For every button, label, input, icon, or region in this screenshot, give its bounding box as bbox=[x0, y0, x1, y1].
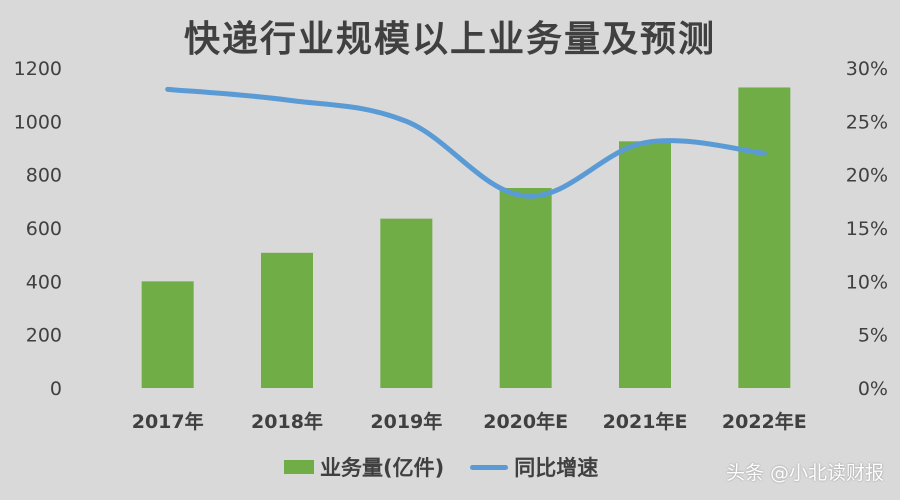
line-layer bbox=[165, 86, 767, 199]
legend-swatch-line bbox=[470, 464, 509, 470]
legend-item-bar: 业务量(亿件) bbox=[284, 452, 444, 482]
left-tick-2: 400 bbox=[26, 271, 62, 293]
bars-layer bbox=[141, 87, 791, 388]
bar-2 bbox=[380, 218, 433, 388]
x-tick-0: 2017年 bbox=[132, 410, 204, 433]
x-tick-5: 2022年E bbox=[722, 410, 807, 433]
left-tick-5: 1000 bbox=[14, 111, 62, 133]
right-tick-4: 20% bbox=[846, 165, 888, 187]
legend-label-bar: 业务量(亿件) bbox=[320, 456, 445, 480]
bar-5 bbox=[738, 87, 791, 388]
left-tick-4: 800 bbox=[26, 165, 62, 187]
left-tick-6: 1200 bbox=[14, 58, 62, 80]
x-axis-ticks: 2017年 2018年 2019年 2020年E 2021年E 2022年E bbox=[132, 410, 807, 433]
watermark: 头条 @小北读财报 bbox=[725, 462, 884, 484]
bar-4 bbox=[619, 141, 671, 388]
left-axis-ticks: 0 200 400 600 800 1000 1200 bbox=[14, 58, 62, 400]
right-axis-ticks: 0% 5% 10% 15% 20% 25% 30% bbox=[846, 58, 888, 400]
chart-title: 快递行业规模以上业务量及预测 bbox=[183, 19, 716, 60]
right-tick-6: 30% bbox=[846, 58, 888, 80]
x-tick-4: 2021年E bbox=[603, 410, 688, 433]
right-tick-2: 10% bbox=[846, 271, 888, 293]
legend-item-line: 同比增速 bbox=[470, 452, 598, 482]
right-tick-5: 25% bbox=[846, 111, 888, 133]
right-tick-3: 15% bbox=[846, 218, 888, 240]
bar-0 bbox=[141, 281, 194, 388]
x-tick-2: 2019年 bbox=[370, 410, 442, 433]
bar-1 bbox=[261, 252, 313, 388]
left-tick-0: 0 bbox=[50, 378, 62, 400]
legend-label-line: 同比增速 bbox=[514, 456, 599, 480]
right-tick-0: 0% bbox=[858, 378, 888, 400]
left-tick-3: 600 bbox=[26, 218, 62, 240]
legend-swatch-bar bbox=[284, 460, 314, 474]
x-tick-1: 2018年 bbox=[251, 410, 323, 433]
bar-3 bbox=[499, 188, 552, 388]
legend: 业务量(亿件) 同比增速 bbox=[284, 452, 624, 482]
growth-line bbox=[165, 86, 767, 199]
x-tick-3: 2020年E bbox=[483, 410, 568, 433]
right-tick-1: 5% bbox=[858, 325, 888, 347]
left-tick-1: 200 bbox=[26, 325, 62, 347]
